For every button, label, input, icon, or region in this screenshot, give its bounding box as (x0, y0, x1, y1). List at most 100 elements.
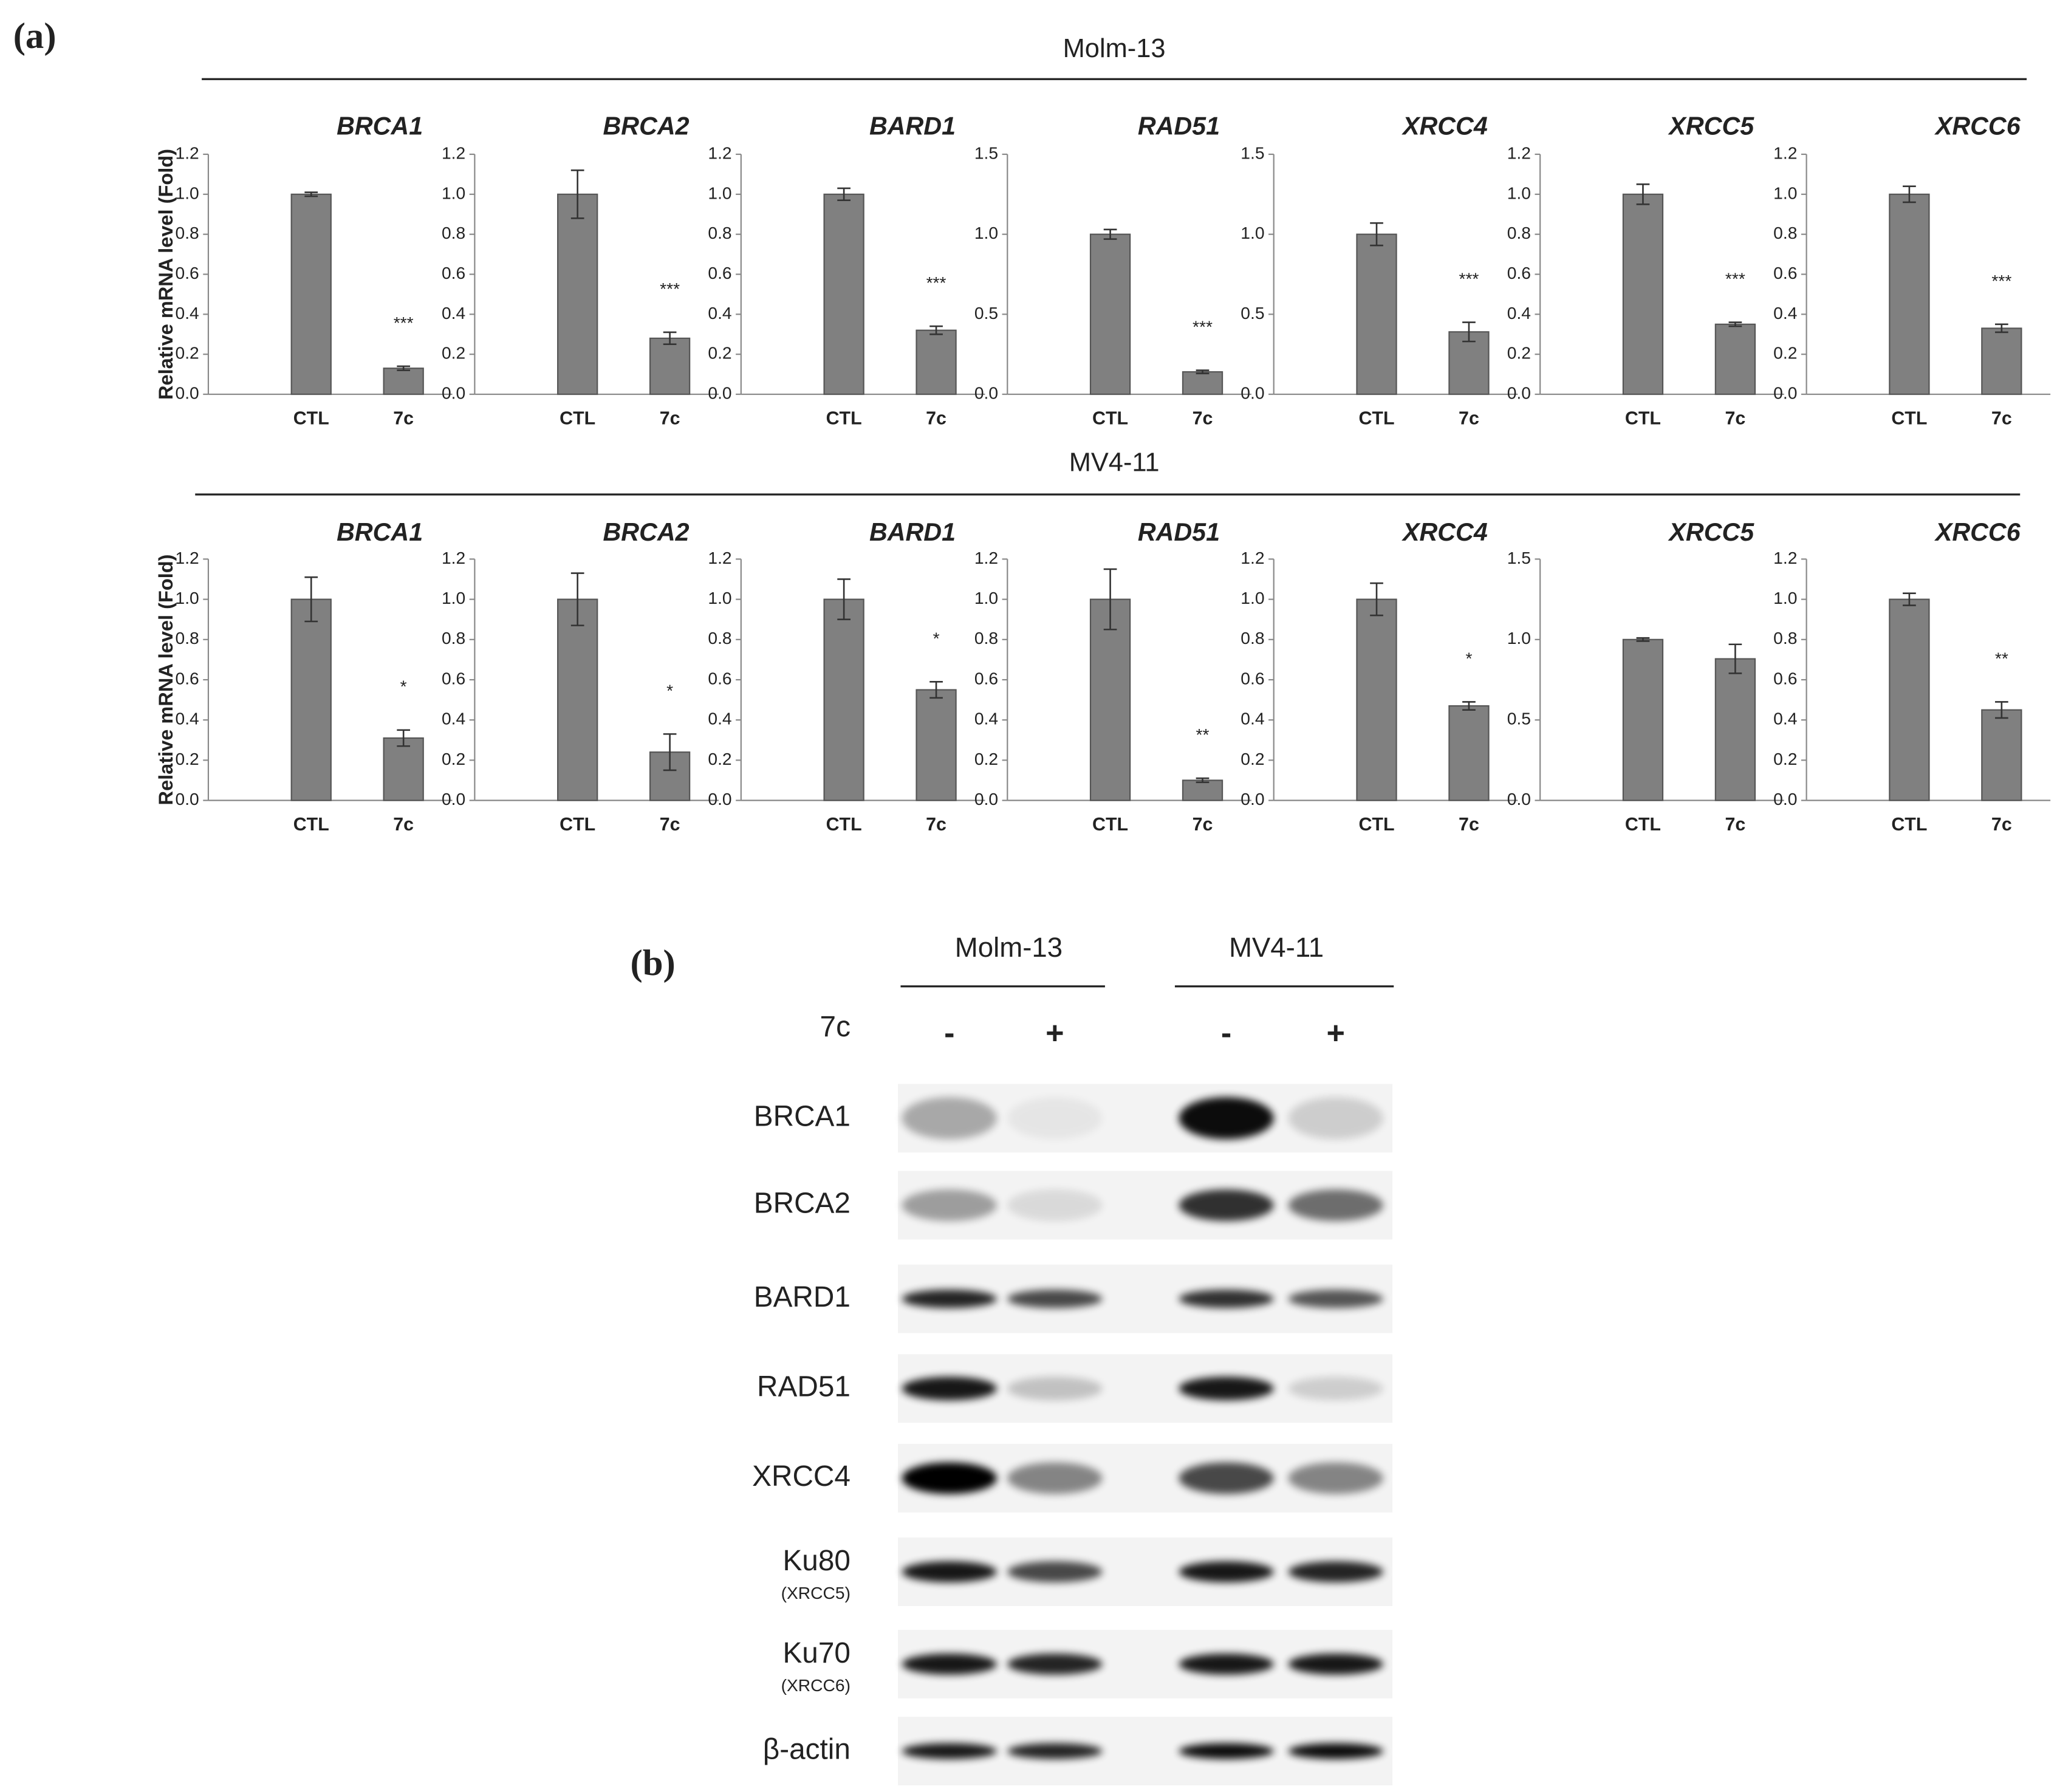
bar (1622, 638, 1664, 801)
significance: *** (1991, 271, 2011, 290)
bar (1622, 193, 1664, 395)
chart-title: BRCA1 (337, 518, 423, 546)
x-tick-label: CTL (1625, 814, 1661, 835)
y-tick-label: 1.0 (176, 588, 199, 607)
error-bar (1103, 228, 1117, 240)
error-bar (1196, 777, 1210, 784)
bar (649, 337, 691, 395)
error-bar (1636, 637, 1650, 642)
y-tick-label: 1.2 (442, 548, 465, 567)
bar (823, 193, 864, 395)
y-tick-label: 0.8 (708, 223, 731, 242)
chart-title: BRCA2 (603, 518, 690, 546)
y-tick-label: 0.8 (1773, 628, 1797, 648)
error-bar (304, 191, 318, 197)
band (1007, 1289, 1103, 1308)
band (902, 1289, 997, 1308)
band (902, 1653, 997, 1675)
y-tick-label: 0.8 (974, 628, 998, 648)
chart-title: XRCC4 (1402, 518, 1488, 546)
y-tick-label: 0.4 (1507, 303, 1531, 323)
x-tick-label: 7c (1459, 814, 1479, 835)
y-tick-label: 0.4 (1241, 709, 1264, 728)
y-tick-label: 0.4 (176, 303, 199, 323)
y-tick-label: 0.0 (708, 383, 731, 402)
y-tick-label: 0.6 (442, 263, 465, 282)
chart-title: BRCA1 (337, 112, 423, 140)
chart-title: RAD51 (1138, 112, 1220, 140)
chart-title: XRCC5 (1668, 112, 1754, 140)
lane-sign: + (1046, 1016, 1064, 1051)
error-bar (1370, 582, 1383, 617)
y-tick-label: 0.8 (442, 223, 465, 242)
bar (1448, 705, 1490, 801)
band (1288, 1653, 1383, 1675)
bar (290, 193, 332, 395)
y-tick-label: 1.0 (708, 588, 731, 607)
x-tick-label: 7c (1193, 408, 1213, 428)
error-bar (304, 576, 318, 623)
band (1288, 1097, 1383, 1140)
y-tick-label: 0.2 (708, 749, 731, 768)
y-tick-label: 0.0 (1241, 789, 1264, 809)
error-bar (1994, 323, 2008, 333)
bar (1889, 193, 1930, 395)
y-tick-label: 1.0 (1773, 183, 1797, 202)
y-tick-label: 0.6 (708, 263, 731, 282)
error-bar (570, 169, 584, 219)
row-sublabel: (XRCC6) (781, 1675, 851, 1695)
chart-title: BRCA2 (603, 112, 690, 140)
band (1288, 1376, 1383, 1401)
bar (1981, 709, 2022, 801)
band (1179, 1462, 1274, 1494)
bar (383, 368, 424, 395)
y-tick-label: 0.4 (176, 709, 199, 728)
band (1288, 1189, 1383, 1222)
bar (1714, 658, 1756, 801)
bar (1089, 598, 1131, 801)
y-tick-label: 1.0 (176, 183, 199, 202)
y-tick-label: 1.0 (442, 183, 465, 202)
error-bar (1196, 369, 1210, 375)
y-tick-label: 1.2 (176, 548, 199, 567)
y-tick-label: 0.4 (974, 709, 998, 728)
significance: ** (1995, 648, 2008, 668)
significance: *** (394, 313, 414, 332)
bar (1448, 331, 1490, 395)
error-bar (1728, 643, 1742, 674)
row-label: β-actin (763, 1733, 851, 1765)
band (902, 1097, 997, 1140)
chart-title: XRCC6 (1934, 112, 2021, 140)
error-bar (1103, 568, 1117, 631)
band (1288, 1462, 1383, 1494)
y-tick-label: 0.5 (1241, 303, 1264, 323)
cell-line: MV4-11 (1229, 932, 1324, 963)
x-tick-label: 7c (1459, 408, 1479, 428)
row-label: Ku70 (782, 1637, 851, 1669)
error-bar (1994, 701, 2008, 719)
bar (1981, 327, 2022, 395)
chart-title: XRCC4 (1402, 112, 1488, 140)
band (1179, 1653, 1274, 1675)
band (1007, 1376, 1103, 1401)
band (902, 1743, 997, 1759)
y-tick-label: 0.6 (176, 668, 199, 688)
significance: *** (1725, 269, 1745, 289)
y-tick-label: 0.8 (1241, 628, 1264, 648)
band (1179, 1289, 1274, 1308)
y-tick-label: 1.2 (708, 143, 731, 162)
significance: * (933, 628, 940, 648)
y-tick-label: 0.0 (1773, 789, 1797, 809)
y-tick-label: 1.5 (1241, 143, 1264, 162)
error-bar (570, 572, 584, 626)
error-bar (929, 681, 943, 699)
x-tick-label: 7c (660, 814, 680, 835)
x-tick-label: 7c (393, 408, 414, 428)
band (902, 1561, 997, 1582)
y-tick-label: 0.6 (1773, 668, 1797, 688)
y-tick-label: 1.0 (1773, 588, 1797, 607)
band (1007, 1097, 1103, 1140)
significance: *** (1459, 269, 1479, 289)
y-tick-label: 0.2 (442, 343, 465, 363)
band (902, 1376, 997, 1401)
